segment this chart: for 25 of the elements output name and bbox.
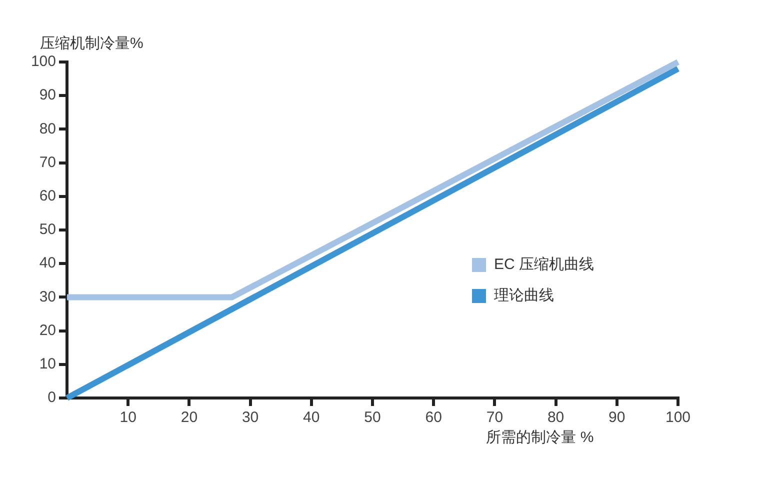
x-tick-label: 20: [180, 409, 198, 426]
y-tick-label: 60: [39, 188, 56, 205]
x-tick-label: 90: [608, 409, 626, 426]
x-tick-label: 100: [665, 409, 691, 426]
x-tick-label: 70: [486, 409, 504, 426]
legend-label: EC 压缩机曲线: [494, 255, 594, 274]
y-tick-label: 80: [39, 120, 56, 138]
x-tick-label: 30: [242, 409, 259, 426]
y-tick-label: 40: [39, 254, 56, 272]
x-tick-label: 10: [120, 409, 136, 426]
x-axis-title: 所需的制冷量 %: [485, 428, 595, 447]
legend-label: 理论曲线: [494, 286, 554, 305]
y-tick-label: 100: [30, 53, 56, 70]
y-tick-label: 20: [39, 322, 56, 339]
x-tick-label: 80: [547, 409, 564, 426]
y-tick-label: 10: [39, 356, 56, 373]
y-tick-label: 90: [39, 86, 56, 104]
x-tick-label: 40: [303, 409, 320, 426]
y-axis-title: 压缩机制冷量%: [40, 34, 144, 53]
y-tick-label: 50: [39, 221, 56, 238]
x-tick-label: 50: [364, 409, 381, 426]
y-tick-label: 30: [39, 288, 56, 306]
y-tick-label: 70: [39, 154, 56, 171]
x-tick-label: 60: [425, 409, 442, 426]
y-tick-label: 0: [48, 389, 56, 406]
